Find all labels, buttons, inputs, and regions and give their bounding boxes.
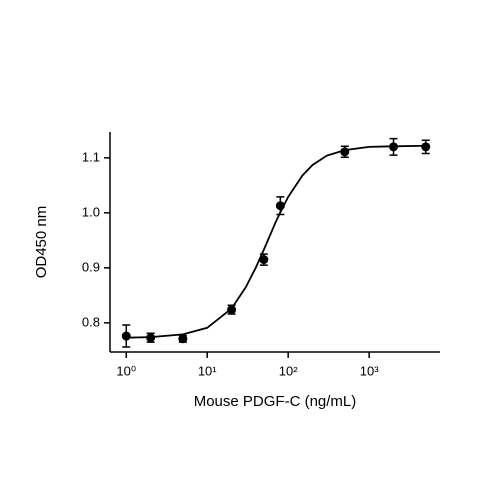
data-point [121, 331, 131, 341]
x-tick-label: 10⁰ [116, 363, 136, 378]
fit-curve [126, 144, 426, 339]
y-tick-label: 0.9 [82, 259, 100, 274]
y-axis-label: OD450 nm [33, 206, 50, 279]
data-point [421, 142, 431, 152]
data-point [259, 255, 269, 265]
y-tick-label: 1.0 [82, 204, 100, 219]
x-tick-label: 10² [279, 363, 298, 378]
y-tick-label: 0.8 [82, 314, 100, 329]
x-tick-label: 10³ [360, 363, 379, 378]
x-axis-label: Mouse PDGF-C (ng/mL) [194, 393, 357, 410]
data-point [178, 334, 188, 344]
x-tick-label: 10¹ [198, 363, 217, 378]
y-tick-label: 1.1 [82, 149, 100, 164]
